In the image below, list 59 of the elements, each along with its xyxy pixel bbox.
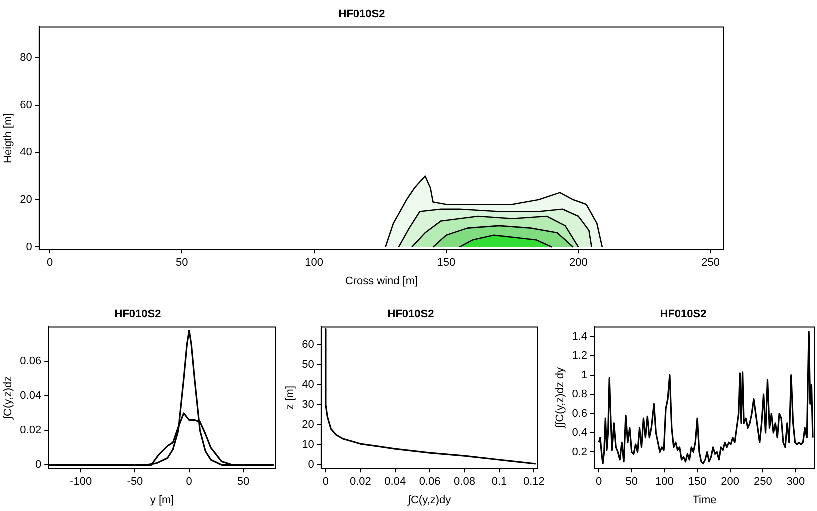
x-tick-label: 0.12 (523, 476, 545, 488)
x-tick-label: 0.02 (350, 476, 372, 488)
x-tick-label: 250 (702, 257, 720, 270)
y-tick-label: 1.2 (572, 350, 588, 362)
x-axis-title: Time (692, 494, 717, 506)
y-tick-label: 40 (20, 146, 32, 159)
chart-title: HF010S2 (114, 308, 162, 321)
x-axis-title: y [m] (150, 494, 174, 506)
y-tick-label: 0.8 (572, 388, 588, 401)
y-tick-label: 0.02 (20, 424, 42, 437)
x-tick-label: 200 (721, 476, 740, 488)
x-tick-label: 0 (186, 476, 192, 488)
chart-title: HF010S2 (660, 308, 707, 321)
x-tick-label: 0.04 (384, 476, 406, 488)
y-tick-label: 60 (20, 99, 32, 112)
y-tick-label: 0.4 (572, 427, 588, 440)
x-tick-label: -100 (70, 476, 92, 488)
x-tick-label: 50 (237, 476, 250, 488)
x-tick-label: 0.08 (454, 476, 476, 488)
y-tick-label: 80 (20, 52, 32, 64)
x-tick-label: 0 (596, 476, 602, 488)
y-tick-label: 0.6 (572, 408, 588, 420)
y-tick-label: 50 (302, 359, 314, 372)
y-tick-label: 1 (581, 369, 588, 382)
chart-title: HF010S2 (338, 8, 386, 21)
x-tick-label: 0 (322, 476, 330, 488)
x-tick-label: -50 (127, 476, 144, 488)
chart-title: HF010S2 (388, 308, 434, 321)
y-axis-title: Heigth [m] (2, 113, 15, 164)
x-tick-label: 50 (626, 476, 638, 488)
x-tick-label: 200 (569, 257, 588, 270)
y-axis-title: ∫∫C(y,z)dz dy (554, 366, 567, 430)
x-axis-title: ∫C(y,z)dy (406, 494, 452, 506)
x-tick-label: 0 (46, 257, 54, 270)
y-tick-label: 10 (302, 439, 314, 452)
y-tick-label: 0.2 (572, 446, 588, 458)
y-tick-label: 0.04 (20, 390, 42, 402)
x-tick-label: 250 (754, 476, 772, 488)
y-tick-label: 0 (26, 241, 32, 254)
x-tick-label: 100 (656, 476, 674, 488)
x-tick-label: 0.06 (419, 476, 441, 488)
y-tick-label: 0 (308, 459, 314, 472)
y-tick-label: 0.06 (20, 356, 42, 368)
y-axis-title: z [m] (284, 386, 297, 410)
y-tick-label: 40 (302, 379, 314, 392)
x-tick-label: 0.1 (492, 476, 508, 488)
x-tick-label: 100 (305, 257, 324, 270)
y-axis-title: ∫C(y,z)dz (2, 376, 15, 420)
x-axis-title: Cross wind [m] (345, 275, 418, 288)
y-tick-label: 20 (302, 419, 314, 432)
y-tick-label: 20 (20, 194, 32, 206)
x-tick-label: 150 (437, 257, 456, 270)
x-tick-label: 50 (176, 257, 188, 270)
y-tick-label: 0 (35, 459, 42, 472)
y-tick-label: 60 (302, 339, 314, 352)
y-tick-label: 30 (302, 399, 314, 412)
x-tick-label: 150 (688, 476, 707, 488)
y-tick-label: 1.4 (572, 330, 588, 343)
x-tick-label: 300 (786, 476, 806, 488)
